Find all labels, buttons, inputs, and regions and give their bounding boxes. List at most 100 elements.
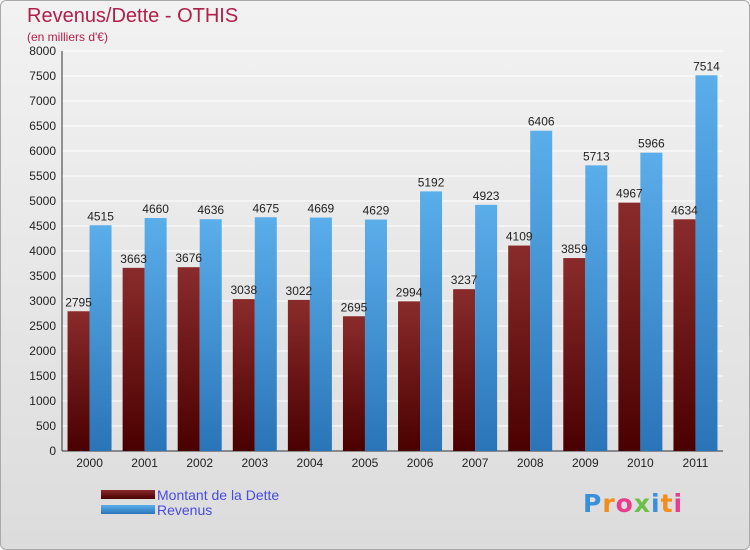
y-tick-label: 500 — [36, 419, 56, 433]
data-label-revenue: 4629 — [363, 204, 390, 218]
data-label-revenue: 5192 — [418, 175, 445, 189]
data-label-debt: 4634 — [671, 203, 698, 217]
bar-debt — [673, 219, 696, 451]
bar-debt — [563, 258, 586, 451]
legend-swatch-debt — [101, 490, 155, 499]
legend-label-debt: Montant de la Dette — [157, 486, 280, 503]
bar-revenue — [530, 130, 553, 451]
y-tick-label: 8000 — [29, 44, 56, 58]
data-label-revenue: 4675 — [252, 201, 279, 215]
y-tick-label: 6000 — [29, 144, 56, 158]
data-label-revenue: 4515 — [87, 209, 114, 223]
bar-debt — [618, 202, 641, 451]
data-label-revenue: 4660 — [142, 202, 169, 216]
data-label-debt: 3038 — [230, 283, 257, 297]
data-label-revenue: 4669 — [308, 202, 335, 216]
y-tick-label: 1000 — [29, 394, 56, 408]
logo-letter: P — [583, 489, 603, 518]
data-label-debt: 3663 — [120, 252, 147, 266]
legend-item-revenue: Revenus — [101, 501, 279, 518]
data-label-debt: 3237 — [451, 273, 478, 287]
data-label-debt: 2695 — [341, 300, 368, 314]
bar-revenue — [364, 219, 387, 451]
y-tick-label: 3500 — [29, 269, 56, 283]
y-tick-label: 5500 — [29, 169, 56, 183]
x-tick-label: 2006 — [407, 456, 434, 470]
axes: 0 500 1000 1500 2000 2500 3000 3500 4000 4500 5000… — [29, 44, 723, 470]
y-tick-label: 2500 — [29, 319, 56, 333]
x-tick-label: 2003 — [241, 456, 268, 470]
bar-debt — [67, 311, 90, 451]
bars — [67, 75, 718, 452]
bar-revenue — [585, 165, 608, 451]
data-label-revenue: 5713 — [583, 149, 610, 163]
y-tick-label: 6500 — [29, 119, 56, 133]
y-tick-label: 0 — [49, 444, 56, 458]
y-tick-label: 4000 — [29, 244, 56, 258]
y-tick-label: 2000 — [29, 344, 56, 358]
data-label-revenue: 5966 — [638, 137, 665, 151]
data-label-debt: 2994 — [396, 285, 423, 299]
bar-revenue — [475, 204, 498, 451]
chart-subtitle: (en milliers d'€) — [27, 30, 108, 44]
y-tick-label: 3000 — [29, 294, 56, 308]
x-tick-label: 2011 — [683, 456, 709, 470]
data-label-revenue: 6406 — [528, 115, 555, 129]
y-tick-label: 5000 — [29, 194, 56, 208]
x-tick-label: 2008 — [517, 456, 544, 470]
legend-label-revenue: Revenus — [157, 501, 213, 518]
y-tick-label: 7000 — [29, 94, 56, 108]
x-tick-label: 2001 — [131, 456, 158, 470]
bar-debt — [453, 289, 476, 451]
bar-debt — [508, 245, 531, 451]
data-label-revenue: 4636 — [197, 203, 224, 217]
y-tick-label: 1500 — [29, 369, 56, 383]
x-tick-label: 2010 — [627, 456, 654, 470]
logo-letter: i — [673, 489, 684, 518]
x-tick-label: 2000 — [76, 456, 103, 470]
legend: Montant de la Dette Revenus — [101, 486, 280, 518]
x-tick-label: 2005 — [352, 456, 379, 470]
logo-letter: o — [615, 489, 634, 518]
data-label-debt: 4967 — [616, 187, 643, 201]
bar-debt — [398, 301, 421, 451]
logo-letter: r — [602, 489, 616, 518]
bar-revenue — [695, 75, 718, 452]
bar-revenue — [89, 225, 112, 451]
proxiti-logo: Proxiti — [583, 489, 683, 518]
x-tick-label: 2007 — [462, 456, 489, 470]
bar-debt — [177, 267, 200, 451]
logo-letter: t — [660, 489, 674, 518]
bar-revenue — [640, 152, 663, 451]
data-label-debt: 3859 — [561, 242, 588, 256]
bar-revenue — [254, 217, 277, 451]
bar-revenue — [420, 191, 443, 451]
x-tick-label: 2002 — [186, 456, 213, 470]
y-tick-label: 7500 — [29, 69, 56, 83]
data-label-debt: 3676 — [175, 251, 202, 265]
legend-item-debt: Montant de la Dette — [101, 486, 280, 503]
bar-revenue — [199, 219, 222, 451]
y-tick-label: 4500 — [29, 219, 56, 233]
data-label-debt: 3022 — [286, 284, 313, 298]
data-label-debt: 4109 — [506, 230, 533, 244]
bar-revenue — [144, 218, 167, 451]
gridlines — [62, 50, 723, 452]
bar-debt — [122, 267, 145, 451]
bar-debt — [232, 299, 255, 451]
x-tick-label: 2004 — [297, 456, 324, 470]
bar-revenue — [309, 217, 332, 451]
data-labels: 2795 4515 3663 4660 3676 4636 3038 4675 3022 4669… — [65, 59, 720, 314]
data-label-revenue: 4923 — [473, 189, 500, 203]
bar-debt — [342, 316, 365, 451]
data-label-revenue: 7514 — [693, 59, 720, 73]
logo-letter: x — [633, 489, 651, 518]
legend-swatch-revenue — [101, 505, 155, 514]
chart-title: Revenus/Dette - OTHIS — [27, 5, 239, 27]
x-tick-label: 2009 — [572, 456, 599, 470]
data-label-debt: 2795 — [65, 295, 92, 309]
logo-letter: i — [651, 489, 661, 518]
bar-debt — [287, 299, 310, 451]
